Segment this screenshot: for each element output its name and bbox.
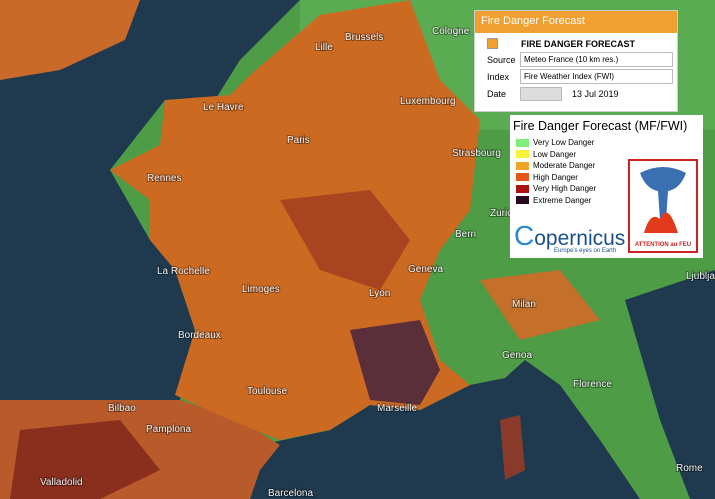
city-label: Bern [455, 229, 476, 240]
city-label: Strasbourg [452, 148, 501, 159]
city-label: Marseille [377, 403, 417, 414]
city-label: Brussels [345, 32, 383, 43]
legend-entry: Very High Danger [516, 183, 703, 195]
date-picker[interactable] [520, 86, 562, 101]
city-label: La Rochelle [157, 266, 210, 277]
city-label: Pamplona [146, 424, 191, 435]
legend-entry: Very Low Danger [516, 137, 703, 149]
date-value: 13 Jul 2019 [572, 88, 619, 99]
city-label: Ljubljana [686, 271, 715, 282]
city-label: Lyon [369, 288, 390, 299]
city-label: Valladolid [40, 477, 83, 488]
very-high-area [10, 420, 160, 499]
legend-swatch [516, 173, 529, 182]
city-label: Bordeaux [178, 330, 221, 341]
city-label: Toulouse [247, 386, 287, 397]
legend-label: Very Low Danger [533, 138, 595, 148]
color-box [487, 38, 498, 49]
logo-text: opernicus [534, 227, 626, 250]
city-label: Cologne [432, 26, 470, 37]
city-label: Rome [676, 463, 703, 474]
legend-label: Extreme Danger [533, 195, 592, 205]
date-label: Date [487, 88, 507, 99]
legend-entry: Moderate Danger [516, 160, 703, 172]
city-label: Milan [512, 299, 536, 310]
panel-title: FIRE DANGER FORECAST [521, 38, 636, 49]
city-label: Le Havre [203, 102, 244, 113]
legend-title: Fire Danger Forecast (MF/FWI) [513, 119, 688, 133]
city-label: Genoa [502, 350, 532, 361]
city-label: Rennes [147, 173, 181, 184]
legend: Fire Danger Forecast (MF/FWI) Very Low D… [510, 115, 703, 258]
legend-entry: Low Danger [516, 149, 703, 161]
sea [625, 270, 715, 499]
city-label: Limoges [242, 284, 280, 295]
legend-label: High Danger [533, 172, 578, 182]
sea [230, 360, 640, 499]
legend-label: Moderate Danger [533, 161, 596, 171]
badge: ATTENTION au FEU [628, 159, 698, 253]
city-label: Paris [287, 135, 310, 146]
high-danger-area [480, 270, 600, 340]
logo-tagline: Europe's eyes on Earth [554, 248, 617, 254]
badge-icon [640, 167, 686, 233]
legend-swatch [516, 161, 529, 170]
land-uk [0, 0, 140, 80]
high-danger-area [280, 190, 410, 290]
index-select[interactable]: Fire Weather Index (FWI) [520, 69, 673, 84]
legend-swatch [516, 138, 529, 147]
legend-entry: Extreme Danger [516, 195, 703, 207]
index-label: Index [487, 71, 510, 82]
city-label: Bilbao [108, 403, 136, 414]
sea [0, 0, 300, 400]
city-label: Florence [573, 379, 612, 390]
panel-header: Fire Danger Forecast [475, 11, 677, 33]
legend-swatch [516, 184, 529, 193]
legend-swatch [516, 196, 529, 205]
city-label: Geneva [408, 264, 443, 275]
city-label: Lille [315, 42, 333, 53]
extreme-area [350, 320, 440, 405]
city-label: Barcelona [268, 488, 313, 499]
legend-entry: High Danger [516, 172, 703, 184]
corsica [500, 415, 525, 480]
legend-label: Very High Danger [533, 184, 597, 194]
city-label: Luxembourg [400, 96, 456, 107]
forecast-panel: Fire Danger Forecast FIRE DANGER FORECAS… [474, 10, 678, 112]
badge-text: ATTENTION au FEU [634, 242, 692, 248]
legend-label: Low Danger [533, 149, 577, 159]
copernicus-logo: Copernicus Europe's eyes on Earth [514, 220, 626, 254]
legend-swatch [516, 150, 529, 159]
source-label: Source [487, 54, 516, 65]
source-select[interactable]: Meteo France (10 km res.) [520, 52, 673, 67]
